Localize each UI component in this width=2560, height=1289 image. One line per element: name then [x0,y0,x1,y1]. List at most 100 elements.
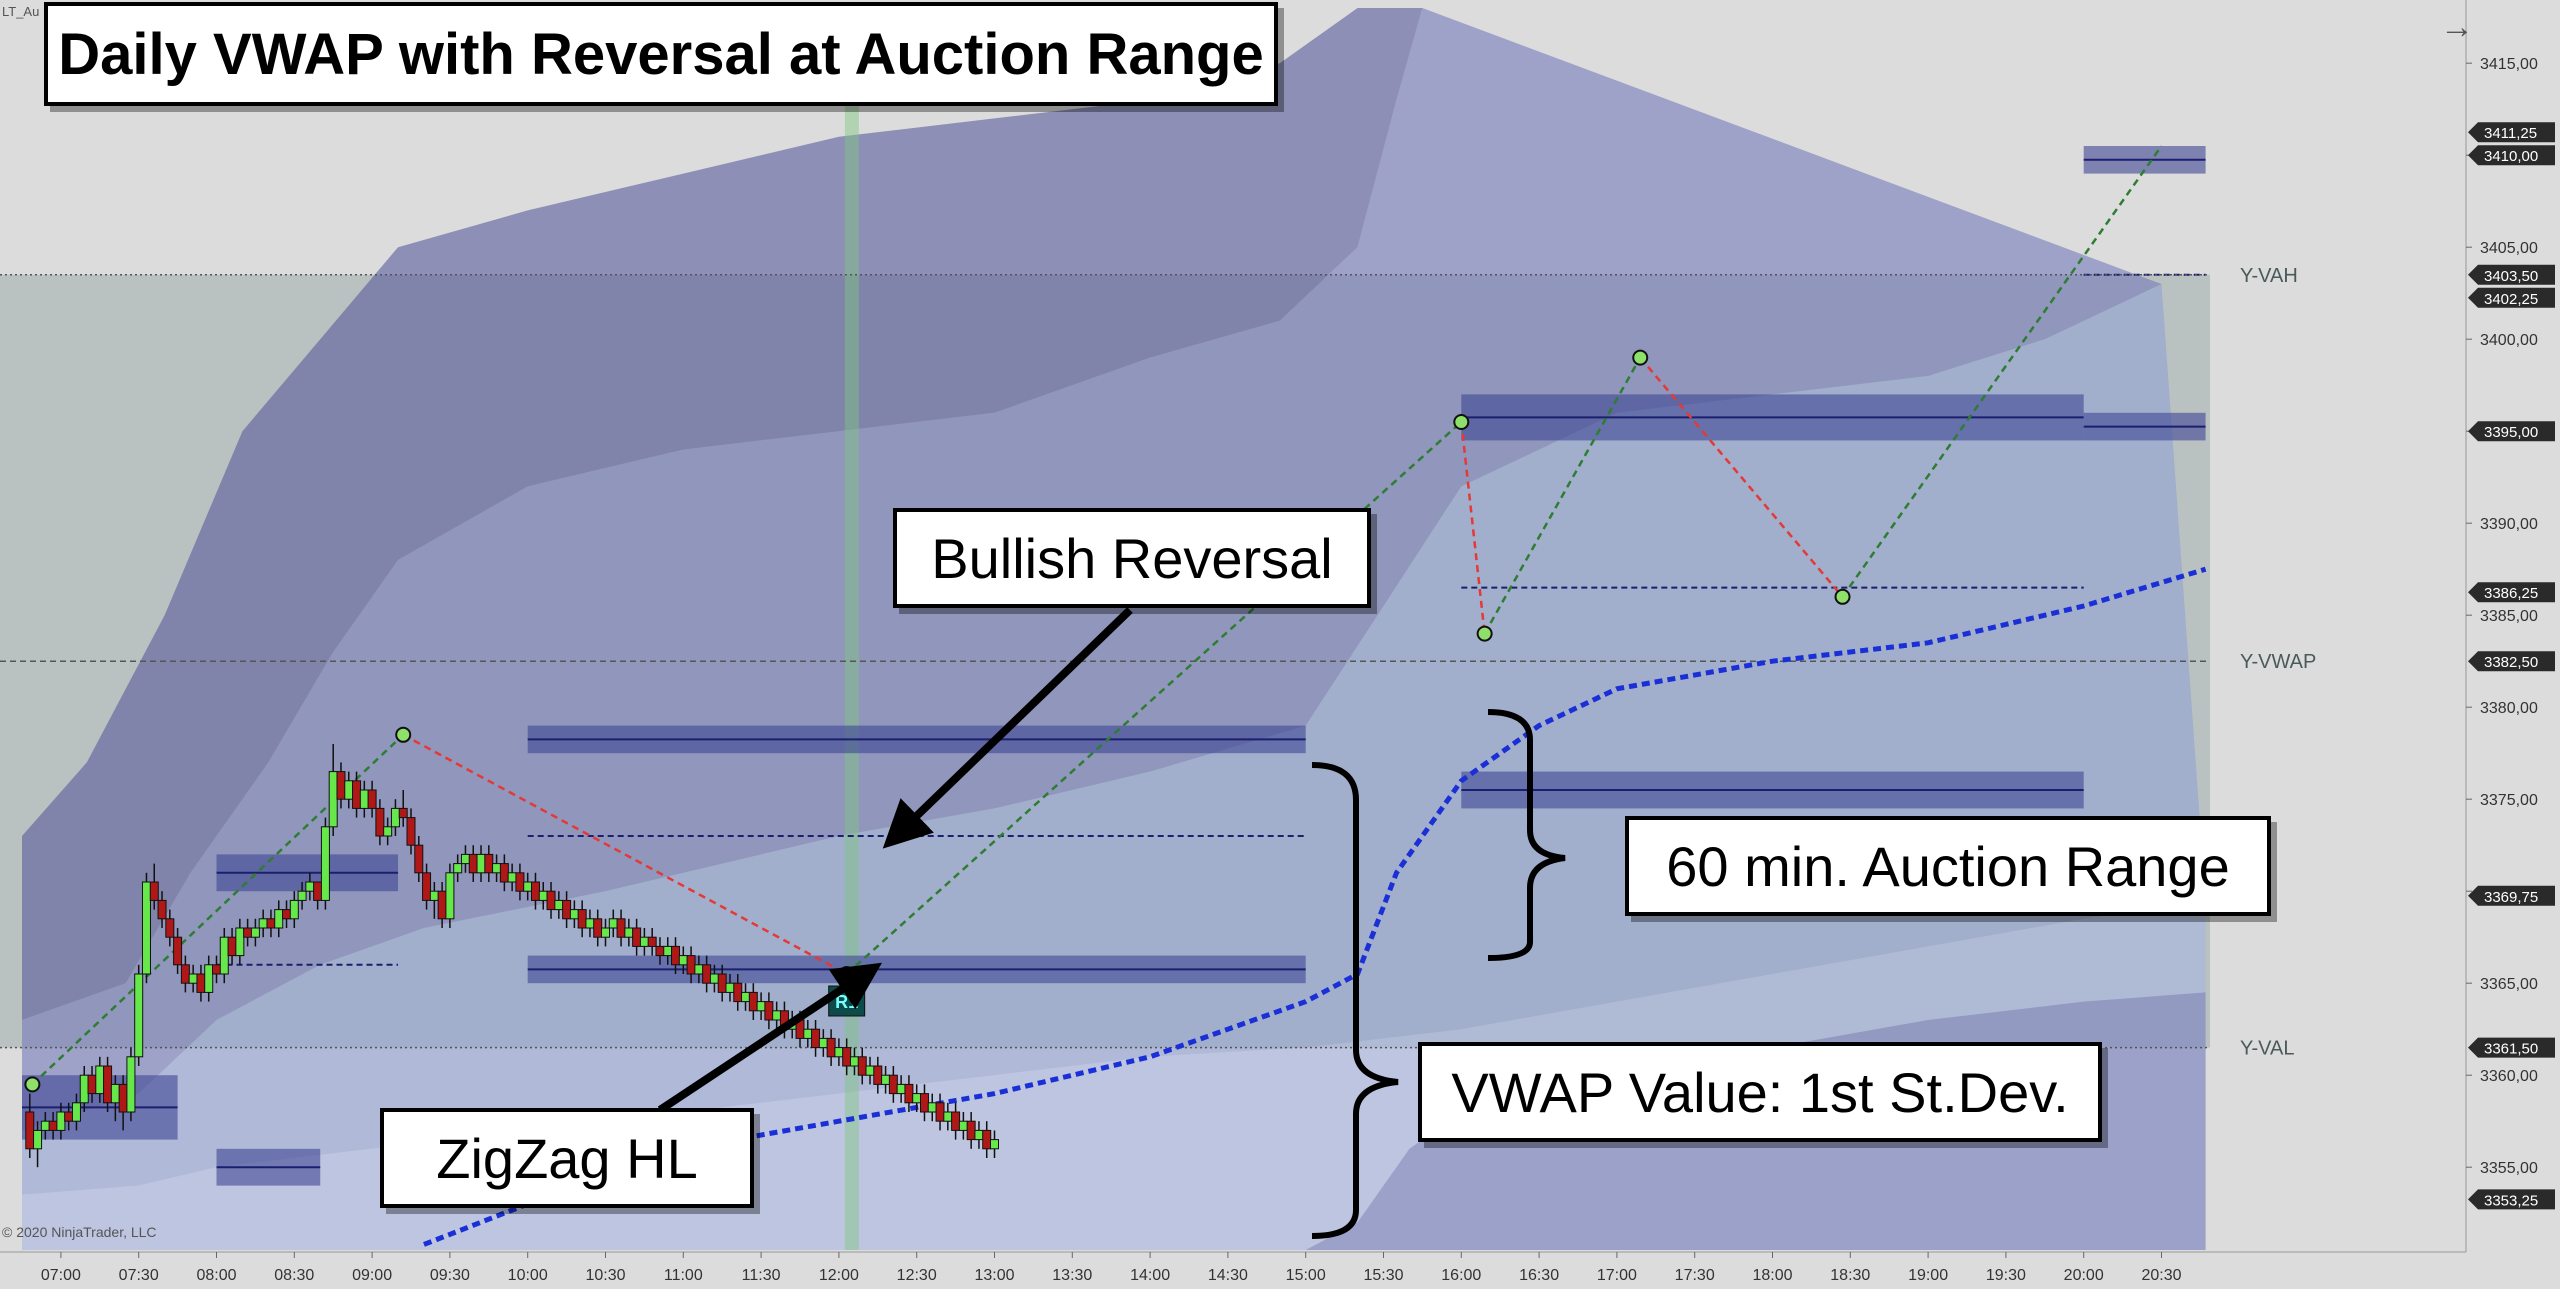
candle-down [717,973,727,993]
vwap-line-layer [423,566,2207,1247]
candle-down [857,1056,867,1076]
auction-range-brace [1487,709,1566,961]
candle [320,817,330,910]
copyright-text: © 2020 NinjaTrader, LLC [2,1224,157,1240]
candle-up [709,973,719,984]
candles-layer [25,744,999,1168]
y-tick-label: 3415,00 [2480,56,2538,73]
y-tick-label: 3380,00 [2480,700,2538,717]
candle-down [562,899,572,920]
y-tick-label: 3400,00 [2480,332,2538,349]
y-axis: 3355,003360,003365,003370,003375,003380,… [2465,0,2555,1252]
price-marker-tag [2468,582,2555,603]
candle-down [227,936,237,957]
price-marker-label: 3410,00 [2484,148,2538,165]
candle-down [499,863,509,883]
candle-down [212,964,221,975]
candle-up [725,982,735,993]
candle-up [990,1139,999,1150]
annotation-arrows-layer [657,607,1566,1239]
price-marker-tag [2468,287,2555,308]
candle-down [336,771,346,800]
zigzag-segment [1841,145,2163,598]
candle-down [243,927,253,938]
candle-down [103,1065,113,1104]
zigzag-point-marker [1632,349,1649,366]
candle-down [546,890,556,911]
x-tick-label: 10:30 [585,1267,625,1284]
candle-down [671,945,681,966]
price-marker-tag [2468,651,2555,672]
candle-down [437,890,447,920]
candle-up [624,927,634,938]
x-tick-label: 10:00 [508,1267,548,1284]
candle-down [422,872,432,901]
candle-down [157,899,167,920]
candle [383,817,393,846]
x-tick-label: 13:00 [974,1267,1014,1284]
vwap-value-brace [1311,762,1399,1239]
x-tick-label: 19:00 [1908,1267,1948,1284]
candle-up [134,973,144,1058]
zigzag-point-marker [24,1076,41,1093]
candle-up [204,964,214,993]
candle-down [149,881,159,901]
zigzag-point-marker [1453,414,1470,430]
x-tick-label: 11:30 [742,1267,781,1284]
vwap-value-callout: VWAP Value: 1st St.Dev. [1418,1042,2102,1142]
candle-down [398,807,408,819]
price-marker-tag [2468,264,2555,285]
candle [453,854,463,882]
candle-up [79,1074,89,1104]
bullish-arrow [882,607,1133,849]
candle-up [110,1083,120,1104]
candle-up [756,1001,766,1012]
candle-down [655,945,665,957]
candle-up [678,955,688,966]
candle-down [180,964,190,984]
candle-up [383,826,393,837]
y-tick-label: 3385,00 [2480,608,2538,625]
candle-up [274,909,284,929]
candle-down [647,936,657,947]
candle-up [585,918,595,929]
reference-line-label: Y-VAL [2240,1038,2294,1060]
candle-down [951,1111,961,1131]
price-marker-label: 3402,25 [2484,291,2538,308]
candle [71,1093,81,1131]
candle [235,918,245,965]
price-marker-label: 3403,50 [2484,268,2538,285]
candle-up [881,1074,891,1085]
candle-down [530,881,540,901]
candle-up [56,1111,66,1131]
price-marker-tag [2468,145,2555,166]
candle-up [141,881,151,975]
candle-up [305,881,315,892]
candle-down [25,1111,35,1150]
candle [149,863,159,910]
arrow-right-icon[interactable]: → [2440,8,2474,46]
candle-up [126,1056,136,1113]
candle [141,872,151,984]
candle-down [811,1028,821,1049]
x-tick-label: 15:00 [1286,1267,1326,1284]
candle-up [235,927,245,957]
candle-up [538,890,548,901]
x-tick-label: 17:30 [1675,1267,1715,1284]
x-tick-label: 08:00 [196,1267,236,1284]
candle-up [71,1102,81,1122]
x-tick-label: 09:00 [352,1267,392,1284]
candle [406,808,416,855]
price-marker-tag [2468,1189,2555,1210]
reference-line-label: Y-VWAP [2240,651,2316,673]
candle-up [849,1056,859,1067]
candle-down [196,973,206,993]
candle-up [865,1065,875,1076]
candle-up [803,1028,813,1039]
candle-down [982,1129,992,1150]
candle-up [219,936,229,975]
candle-up [507,872,517,883]
candle-down [764,1001,774,1021]
x-tick-label: 08:30 [274,1267,314,1284]
